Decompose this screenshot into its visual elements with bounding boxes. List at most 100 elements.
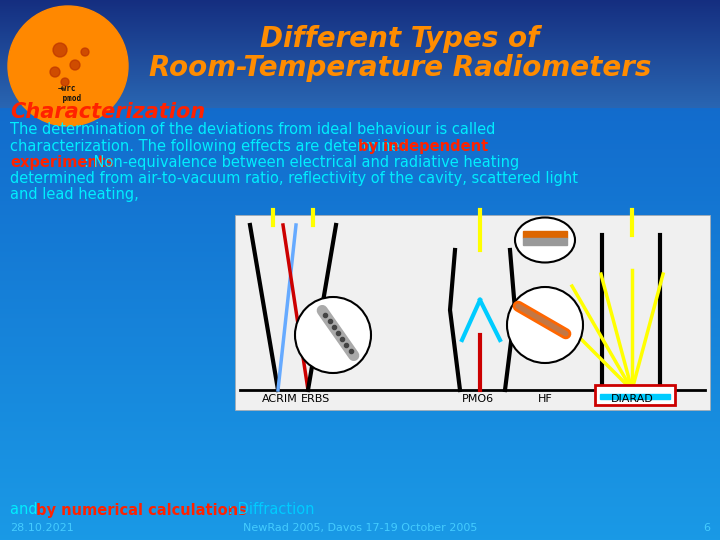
Bar (0, 345, 720, 346)
Bar (0, 524, 720, 525)
Bar (0, 167, 720, 168)
Bar (0, 454, 720, 455)
Bar (0, 123, 720, 124)
Bar (0, 460, 720, 461)
Bar (0, 285, 720, 286)
Bar (0, 528, 720, 529)
Bar (0, 403, 720, 404)
Bar (0, 317, 720, 318)
Bar (0, 392, 720, 393)
Bar (0, 199, 720, 200)
Bar (0, 96, 720, 97)
Bar (0, 47, 720, 48)
Bar (0, 65, 720, 66)
Bar (0, 41, 720, 42)
Bar (0, 195, 720, 196)
Bar (0, 136, 720, 137)
Bar (0, 372, 720, 373)
Bar (0, 516, 720, 517)
Bar (0, 252, 720, 253)
Bar (0, 255, 720, 256)
Bar (0, 130, 720, 131)
Bar (0, 301, 720, 302)
Bar (0, 397, 720, 398)
Bar (0, 142, 720, 143)
Bar (0, 223, 720, 224)
Bar (0, 248, 720, 249)
Bar (0, 536, 720, 537)
Bar (0, 244, 720, 245)
Text: and: and (10, 503, 42, 517)
Bar (0, 360, 720, 361)
Bar (0, 95, 720, 96)
Bar (0, 210, 720, 211)
Bar (0, 342, 720, 343)
Bar (0, 164, 720, 165)
Bar (0, 162, 720, 163)
Bar (0, 102, 720, 103)
Bar (0, 299, 720, 300)
Bar (0, 498, 720, 499)
Bar (0, 284, 720, 285)
Bar (0, 445, 720, 446)
Bar (0, 476, 720, 477)
Bar (0, 292, 720, 293)
Polygon shape (523, 238, 567, 245)
Bar (0, 400, 720, 401)
Bar (0, 305, 720, 306)
Bar (0, 513, 720, 514)
Bar (0, 405, 720, 406)
Bar (0, 170, 720, 171)
Bar (0, 517, 720, 518)
Bar (0, 178, 720, 179)
Bar (0, 129, 720, 130)
Bar (0, 335, 720, 336)
Bar (0, 185, 720, 186)
Bar (0, 523, 720, 524)
Bar (0, 2, 720, 3)
Bar (0, 306, 720, 307)
Bar (0, 447, 720, 448)
Bar (0, 63, 720, 64)
Bar (0, 298, 720, 299)
Bar (0, 18, 720, 19)
Bar (0, 529, 720, 530)
Bar (0, 260, 720, 261)
Bar (0, 477, 720, 478)
Bar (0, 156, 720, 157)
Bar (0, 307, 720, 308)
Bar (0, 140, 720, 141)
Bar (0, 134, 720, 135)
Bar (0, 153, 720, 154)
Bar (0, 84, 720, 85)
Bar (0, 312, 720, 313)
Bar (0, 359, 720, 360)
Bar (0, 326, 720, 327)
Bar (0, 537, 720, 538)
Bar (0, 30, 720, 31)
Bar (0, 470, 720, 471)
Bar (0, 316, 720, 317)
Bar (0, 465, 720, 466)
Text: NewRad 2005, Davos 17-19 October 2005: NewRad 2005, Davos 17-19 October 2005 (243, 523, 477, 533)
Bar (0, 509, 720, 510)
Bar (0, 216, 720, 217)
Bar (0, 151, 720, 152)
Bar (0, 40, 720, 41)
Bar (0, 531, 720, 532)
Bar (0, 399, 720, 400)
Bar (0, 90, 720, 91)
Bar (0, 530, 720, 531)
Bar (0, 378, 720, 379)
Bar (0, 364, 720, 365)
Bar (0, 214, 720, 215)
Bar (0, 187, 720, 188)
Bar (0, 489, 720, 490)
Text: The determination of the deviations from ideal behaviour is called: The determination of the deviations from… (10, 123, 495, 138)
Bar (0, 508, 720, 509)
Bar (0, 343, 720, 344)
Bar (0, 19, 720, 20)
Circle shape (70, 60, 80, 70)
Bar (0, 444, 720, 445)
Bar (0, 204, 720, 205)
